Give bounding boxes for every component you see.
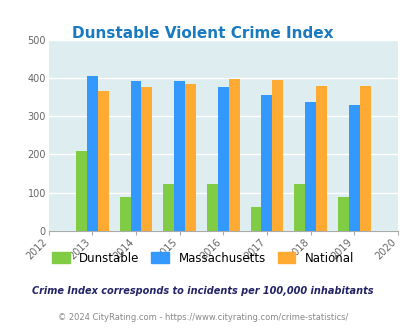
Bar [98, 90, 109, 231]
Bar [217, 87, 228, 231]
Bar [185, 84, 196, 231]
Bar [348, 106, 359, 231]
Bar [163, 184, 174, 231]
Bar [272, 80, 283, 231]
Bar [250, 207, 261, 231]
Bar [207, 184, 217, 231]
Bar [337, 197, 348, 231]
Legend: Dunstable, Massachusetts, National: Dunstable, Massachusetts, National [47, 247, 358, 269]
Bar [359, 85, 370, 231]
Bar [141, 87, 152, 231]
Bar [174, 81, 185, 231]
Bar [305, 102, 315, 231]
Bar [76, 150, 87, 231]
Bar [261, 95, 272, 231]
Bar [119, 197, 130, 231]
Bar [130, 81, 141, 231]
Bar [315, 85, 326, 231]
Text: Dunstable Violent Crime Index: Dunstable Violent Crime Index [72, 26, 333, 41]
Bar [294, 184, 305, 231]
Text: Crime Index corresponds to incidents per 100,000 inhabitants: Crime Index corresponds to incidents per… [32, 286, 373, 296]
Bar [228, 79, 239, 231]
Bar [87, 76, 98, 231]
Text: © 2024 CityRating.com - https://www.cityrating.com/crime-statistics/: © 2024 CityRating.com - https://www.city… [58, 313, 347, 322]
